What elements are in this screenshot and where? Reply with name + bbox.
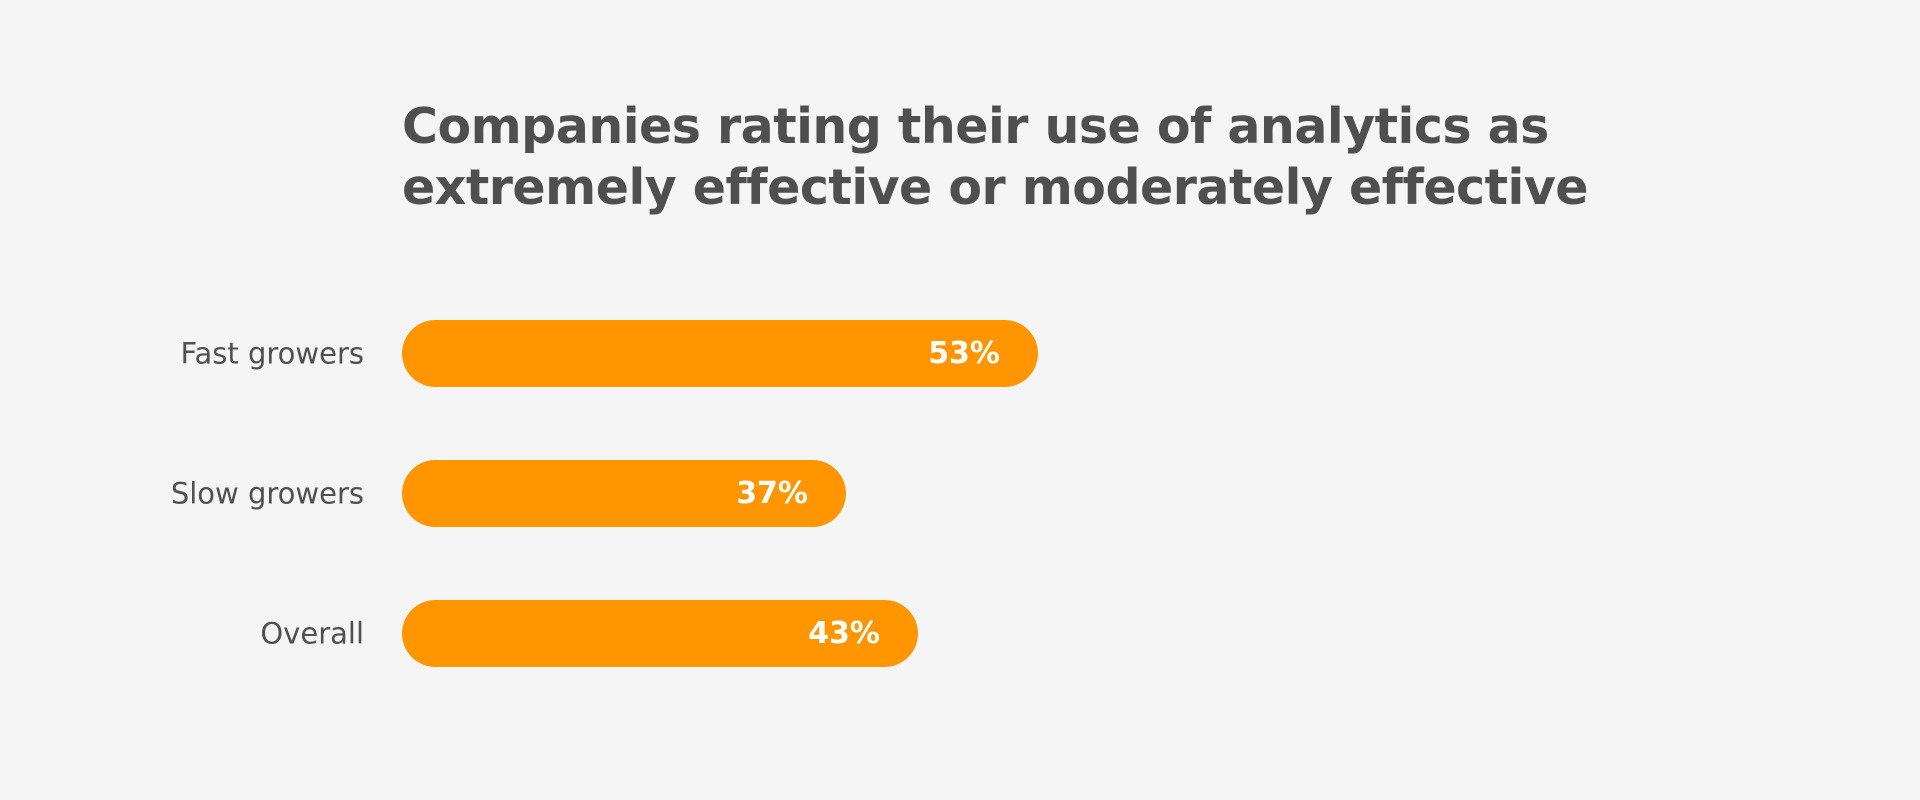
bar-slow-growers xyxy=(402,460,846,527)
category-label: Slow growers xyxy=(171,477,364,511)
value-label: 53% xyxy=(928,336,1000,371)
chart-title: Companies rating their use of analytics … xyxy=(402,98,1589,216)
value-label: 37% xyxy=(736,476,808,511)
category-label: Fast growers xyxy=(180,337,364,371)
category-label: Overall xyxy=(260,617,364,651)
bar-overall xyxy=(402,600,918,667)
bar-fast-growers xyxy=(402,320,1038,387)
value-label: 43% xyxy=(808,616,880,651)
